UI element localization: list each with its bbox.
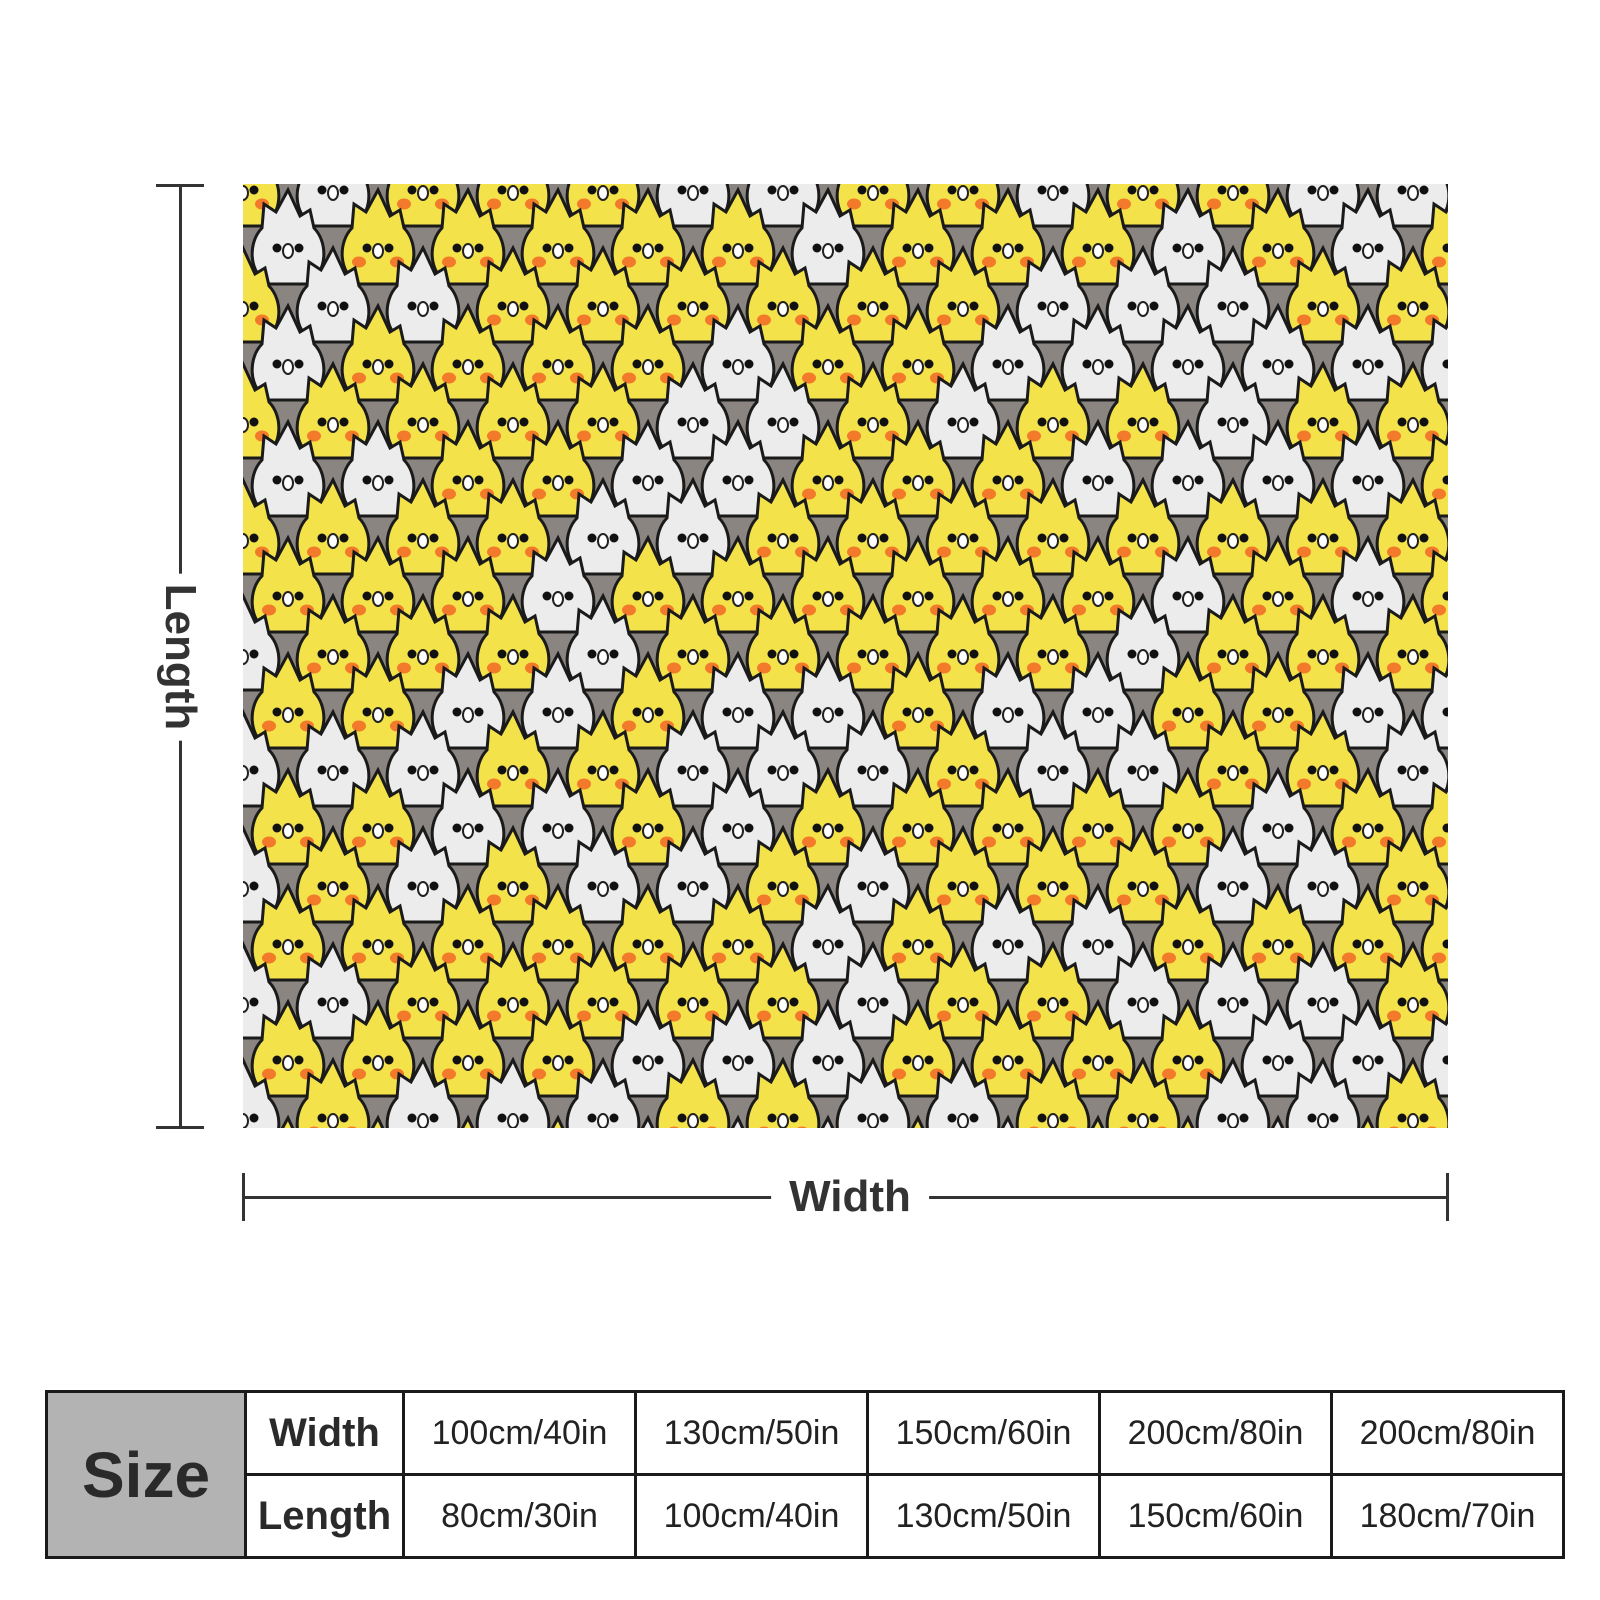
length-cell: 180cm/70in bbox=[1330, 1473, 1565, 1559]
width-row-header: Width bbox=[244, 1390, 405, 1476]
length-cell: 150cm/60in bbox=[1098, 1473, 1333, 1559]
table-row: Length 80cm/30in 100cm/40in 130cm/50in 1… bbox=[47, 1473, 1565, 1559]
width-cell: 200cm/80in bbox=[1330, 1390, 1565, 1476]
width-cell: 100cm/40in bbox=[402, 1390, 637, 1476]
blanket-pattern-image bbox=[243, 184, 1448, 1128]
length-cell: 100cm/40in bbox=[634, 1473, 869, 1559]
size-table: Size Width 100cm/40in 130cm/50in 150cm/6… bbox=[45, 1390, 1565, 1559]
width-cell: 130cm/50in bbox=[634, 1390, 869, 1476]
length-cell: 80cm/30in bbox=[402, 1473, 637, 1559]
width-cell: 150cm/60in bbox=[866, 1390, 1101, 1476]
length-label: Length bbox=[155, 573, 205, 741]
length-cell: 130cm/50in bbox=[866, 1473, 1101, 1559]
width-cell: 200cm/80in bbox=[1098, 1390, 1333, 1476]
width-label: Width bbox=[771, 1172, 929, 1222]
size-header: Size bbox=[45, 1390, 247, 1559]
table-row: Size Width 100cm/40in 130cm/50in 150cm/6… bbox=[45, 1390, 1565, 1559]
length-row-header: Length bbox=[244, 1473, 405, 1559]
